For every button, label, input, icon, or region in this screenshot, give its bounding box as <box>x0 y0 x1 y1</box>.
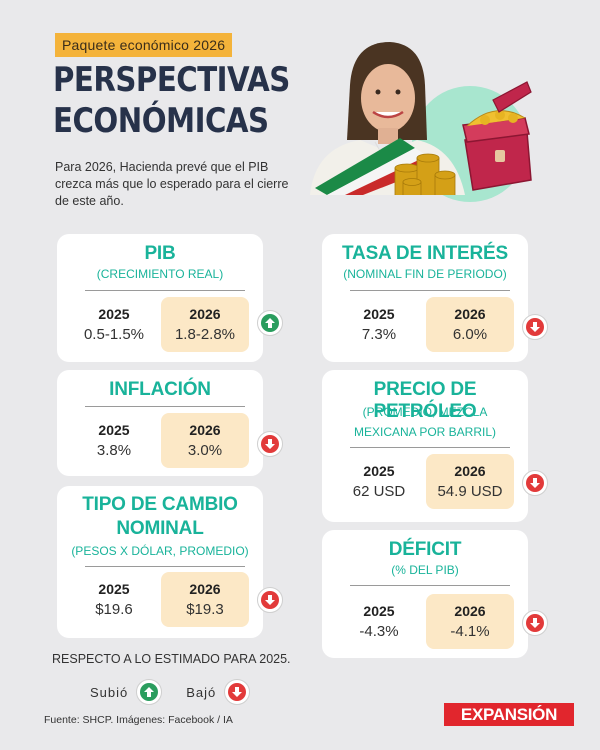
trend-badge-down <box>522 314 548 340</box>
card-title-line-1: TIPO DE CAMBIO <box>82 494 238 515</box>
trend-badge-down <box>257 431 283 457</box>
highlight-2026 <box>426 297 514 352</box>
legend-note: RESPECTO A LO ESTIMADO PARA 2025. <box>52 652 291 666</box>
highlight-2026 <box>426 454 514 509</box>
arrow-down-icon <box>265 439 275 449</box>
highlight-2026 <box>426 594 514 649</box>
value-2025: 7.3% <box>361 326 397 343</box>
year-label: 2025 <box>363 463 395 479</box>
year-label: 2025 <box>98 581 130 597</box>
divider <box>350 290 510 291</box>
intro-text: Para 2026, Hacienda prevé que el PIB cre… <box>55 160 289 208</box>
title-line-2: ECONÓMICAS <box>53 101 269 141</box>
card-inflacion: INFLACIÓN 2025 3.8% 2026 3.0% <box>57 370 263 476</box>
year-label: 2026 <box>454 463 486 479</box>
legend: Subió Bajó <box>90 679 251 705</box>
card-subtitle: (% DEL PIB) <box>391 563 459 577</box>
card-title-line-2: NOMINAL <box>116 518 204 539</box>
legend-up-label: Subió <box>90 684 129 700</box>
col-2025: 2025 7.3% <box>336 306 422 343</box>
divider <box>350 447 510 448</box>
trend-badge-down <box>257 587 283 613</box>
value-2025: -4.3% <box>359 623 399 640</box>
col-2026: 2026 1.8-2.8% <box>162 306 248 343</box>
value-2025: $19.6 <box>95 601 133 618</box>
col-2026: 2026 6.0% <box>427 306 513 343</box>
year-label: 2026 <box>454 603 486 619</box>
arrow-down-icon <box>232 687 243 697</box>
arrow-down-icon <box>265 595 275 605</box>
card-title: TASA DE INTERÉS <box>342 243 508 264</box>
value-2026: -4.1% <box>450 623 490 640</box>
divider <box>85 566 245 567</box>
highlight-2026 <box>161 297 249 352</box>
card-tipo-cambio: TIPO DE CAMBIO NOMINAL (PESOS X DÓLAR, P… <box>57 486 263 638</box>
year-label: 2025 <box>363 603 395 619</box>
highlight-2026 <box>161 413 249 468</box>
brand-logo: EXPANSIÓN <box>444 703 574 726</box>
card-petroleo: PRECIO DE PETRÓLEO (PROMEDIO, MEZCLA MEX… <box>322 370 528 522</box>
legend-down-label: Bajó <box>186 684 217 700</box>
divider <box>85 406 245 407</box>
card-subtitle-line-1: (PROMEDIO, MEZCLA <box>362 405 488 419</box>
source-text: Fuente: SHCP. Imágenes: Facebook / IA <box>44 714 233 726</box>
col-2026: 2026 3.0% <box>162 422 248 459</box>
title-line-1: PERSPECTIVAS <box>53 60 290 100</box>
page-title: PERSPECTIVAS ECONÓMICAS <box>53 60 290 142</box>
col-2026: 2026 -4.1% <box>427 603 513 640</box>
col-2025: 2025 3.8% <box>71 422 157 459</box>
value-2026: 3.0% <box>187 442 223 459</box>
card-pib: PIB (CRECIMIENTO REAL) 2025 0.5-1.5% 202… <box>57 234 263 362</box>
value-2026: 54.9 USD <box>437 483 503 500</box>
year-label: 2026 <box>189 581 221 597</box>
col-2026: 2026 $19.3 <box>162 581 248 618</box>
year-label: 2026 <box>189 422 221 438</box>
arrow-up-icon <box>265 318 275 328</box>
value-2025: 3.8% <box>96 442 132 459</box>
arrow-down-icon <box>530 618 540 628</box>
year-label: 2025 <box>98 306 130 322</box>
arrow-down-icon <box>530 478 540 488</box>
year-label: 2025 <box>98 422 130 438</box>
divider <box>85 290 245 291</box>
year-label: 2026 <box>454 306 486 322</box>
card-deficit: DÉFICIT (% DEL PIB) 2025 -4.3% 2026 -4.1… <box>322 530 528 658</box>
year-label: 2025 <box>363 306 395 322</box>
value-2025: 62 USD <box>352 483 406 500</box>
card-title: INFLACIÓN <box>109 379 211 400</box>
section-tag: Paquete económico 2026 <box>55 33 233 57</box>
divider <box>350 585 510 586</box>
highlight-2026 <box>161 572 249 627</box>
card-tasa: TASA DE INTERÉS (NOMINAL FIN DE PERIODO)… <box>322 234 528 362</box>
legend-down-badge <box>224 679 251 705</box>
arrow-down-icon <box>530 322 540 332</box>
trend-badge-up <box>257 310 283 336</box>
card-title: DÉFICIT <box>388 539 462 560</box>
card-subtitle-line-2: MEXICANA POR BARRIL) <box>353 425 497 439</box>
card-subtitle: (NOMINAL FIN DE PERIODO) <box>343 267 507 281</box>
card-title: PRECIO DE PETRÓLEO <box>373 379 477 422</box>
trend-badge-down <box>522 610 548 636</box>
value-2026: $19.3 <box>186 601 224 618</box>
col-2025: 2025 -4.3% <box>336 603 422 640</box>
trend-badge-down <box>522 470 548 496</box>
value-2026: 1.8-2.8% <box>174 326 236 343</box>
legend-up-badge <box>136 679 163 705</box>
portrait-illustration <box>310 42 532 195</box>
card-subtitle: (CRECIMIENTO REAL) <box>96 267 224 281</box>
col-2025: 2025 62 USD <box>336 463 422 500</box>
col-2026: 2026 54.9 USD <box>427 463 513 500</box>
card-title: PIB <box>144 243 176 264</box>
value-2025: 0.5-1.5% <box>83 326 145 343</box>
arrow-up-icon <box>144 687 155 697</box>
card-subtitle: (PESOS X DÓLAR, PROMEDIO) <box>71 544 249 558</box>
value-2026: 6.0% <box>452 326 488 343</box>
col-2025: 2025 $19.6 <box>71 581 157 618</box>
year-label: 2026 <box>189 306 221 322</box>
col-2025: 2025 0.5-1.5% <box>71 306 157 343</box>
